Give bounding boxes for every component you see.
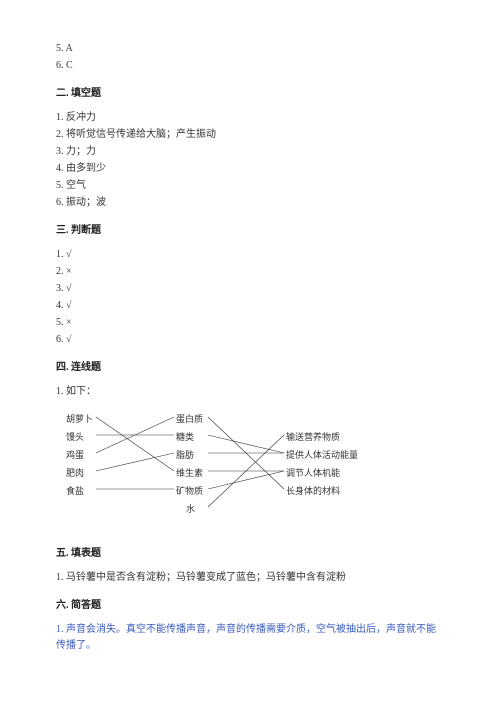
judge-item: 5. ×	[56, 315, 444, 331]
table-item: 1. 马铃薯中是否含有淀粉；马铃薯变成了蓝色；马铃薯中含有淀粉	[56, 570, 444, 586]
match-mid-label: 矿物质	[176, 484, 203, 498]
answer-item: 5. A	[56, 41, 444, 57]
match-right-label: 输送营养物质	[286, 430, 340, 444]
judge-item: 2. ×	[56, 264, 444, 280]
match-mid-label: 蛋白质	[176, 412, 203, 426]
judge-item: 6. √	[56, 332, 444, 348]
section-title-short: 六. 简答题	[56, 598, 444, 614]
match-mid-label: 水	[186, 502, 195, 516]
fill-item: 2. 将听觉信号传递给大脑；产生振动	[56, 127, 444, 143]
match-mid-label: 糖类	[176, 430, 194, 444]
match-left-label: 食盐	[66, 484, 84, 498]
answer-item: 6. C	[56, 58, 444, 74]
judge-item: 1. √	[56, 247, 444, 263]
fill-item: 6. 振动；波	[56, 195, 444, 211]
judge-item: 4. √	[56, 298, 444, 314]
fill-item: 4. 由多到少	[56, 161, 444, 177]
short-item: 1. 声音会消失。真空不能传播声音，声音的传播需要介质，空气被抽出后，声音就不能…	[56, 622, 444, 654]
match-right-label: 提供人体活动能量	[286, 448, 358, 462]
match-left-label: 肥肉	[66, 466, 84, 480]
section-title-fill: 二. 填空题	[56, 86, 444, 102]
match-intro: 1. 如下：	[56, 384, 444, 400]
section-title-match: 四. 连线题	[56, 360, 444, 376]
top-answers: 5. A 6. C	[56, 41, 444, 74]
match-mid-label: 脂肪	[176, 448, 194, 462]
match-diagram: 胡萝卜 馒头 鸡蛋 肥肉 食盐 蛋白质 糖类 脂肪 维生素 矿物质 水 输送营养…	[56, 404, 426, 534]
match-right-label: 长身体的材料	[286, 484, 340, 498]
fill-items: 1. 反冲力 2. 将听觉信号传递给大脑；产生振动 3. 力；力 4. 由多到少…	[56, 110, 444, 211]
fill-item: 3. 力；力	[56, 144, 444, 160]
section-title-table: 五. 填表题	[56, 546, 444, 562]
match-left-label: 馒头	[66, 430, 84, 444]
judge-item: 3. √	[56, 281, 444, 297]
match-lines-svg	[56, 404, 426, 534]
match-left-label: 鸡蛋	[66, 448, 84, 462]
fill-item: 5. 空气	[56, 178, 444, 194]
judge-items: 1. √ 2. × 3. √ 4. √ 5. × 6. √	[56, 247, 444, 348]
fill-item: 1. 反冲力	[56, 110, 444, 126]
section-title-judge: 三. 判断题	[56, 223, 444, 239]
page-content: 5. A 6. C 二. 填空题 1. 反冲力 2. 将听觉信号传递给大脑；产生…	[0, 0, 500, 685]
match-mid-label: 维生素	[176, 466, 203, 480]
match-left-label: 胡萝卜	[66, 412, 93, 426]
match-right-label: 调节人体机能	[286, 466, 340, 480]
